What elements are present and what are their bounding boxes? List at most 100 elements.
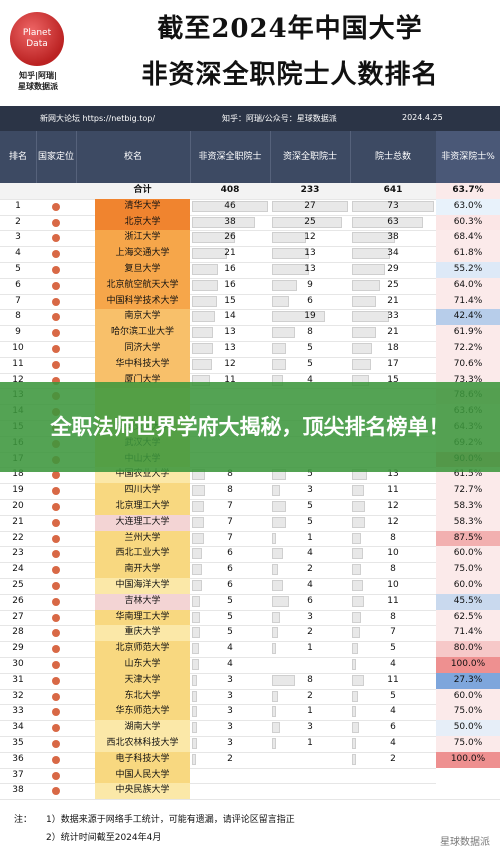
rank-cell: 8 — [15, 311, 21, 322]
senior-cell: 19 — [304, 311, 316, 322]
senior-cell: 1 — [307, 643, 313, 654]
senior-bar — [272, 532, 276, 544]
senior-bar — [272, 327, 295, 339]
total-bar — [352, 611, 361, 623]
pct-cell: 45.5% — [436, 593, 500, 610]
rank-cell: 19 — [12, 485, 24, 496]
senior-cell: 5 — [307, 343, 313, 353]
country-dot-icon — [52, 345, 60, 353]
school-cell: 清华大学 — [95, 198, 190, 215]
pct-cell: 60.0% — [436, 546, 500, 563]
senior-bar — [272, 595, 289, 607]
country-dot-icon — [52, 518, 60, 527]
senior-bar — [272, 485, 281, 497]
senior-cell: 5 — [307, 516, 313, 527]
col-school: 校名 — [76, 131, 191, 183]
total-bar — [352, 564, 361, 576]
senior-bar — [272, 358, 287, 370]
source-author: 知乎：阿瑞/公众号：星球数据派 — [222, 114, 337, 123]
total-bar — [352, 706, 357, 718]
total-senior: 233 — [300, 185, 320, 195]
table-row: 38 中央民族大学 — [0, 783, 500, 801]
table-row: 27 华南理工大学 5 3 8 62.5% — [0, 609, 500, 627]
total-cell: 10 — [387, 580, 399, 590]
total-bar — [352, 200, 434, 212]
pct-cell: 60.0% — [436, 578, 500, 594]
nonsenior-cell: 38 — [224, 216, 236, 227]
col-total: 院士总数 — [350, 131, 437, 183]
nonsenior-cell: 46 — [224, 200, 236, 211]
total-bar — [352, 358, 372, 370]
nonsenior-cell: 3 — [227, 722, 233, 733]
total-cell: 21 — [387, 295, 399, 306]
senior-cell: 8 — [307, 327, 313, 338]
pct-cell: 70.6% — [436, 356, 500, 373]
total-bar — [352, 674, 365, 686]
school-cell: 湖南大学 — [95, 720, 190, 736]
total-total: 641 — [383, 185, 403, 195]
nonsenior-cell: 12 — [224, 358, 236, 369]
school-cell: 大连理工大学 — [95, 514, 190, 531]
country-dot-icon — [52, 202, 60, 211]
senior-bar — [272, 690, 278, 702]
nonsenior-cell — [190, 768, 270, 784]
total-cell: 8 — [390, 564, 396, 575]
nonsenior-bar — [192, 485, 206, 497]
school-cell: 南京大学 — [95, 309, 190, 326]
senior-bar — [272, 248, 309, 260]
rank-cell: 20 — [12, 501, 24, 511]
total-bar — [352, 311, 390, 323]
pct-cell: 58.3% — [436, 514, 500, 531]
senior-cell: 4 — [307, 580, 313, 590]
nonsenior-bar — [192, 358, 212, 370]
table-row: 6 北京航空航天大学 16 9 25 64.0% — [0, 277, 500, 295]
nonsenior-cell: 13 — [224, 327, 236, 338]
senior-cell: 12 — [304, 232, 316, 243]
pct-cell: 72.7% — [436, 483, 500, 499]
table-row: 1 清华大学 46 27 73 63.0% — [0, 198, 500, 216]
rank-cell: 6 — [15, 279, 21, 290]
senior-bar — [272, 311, 326, 323]
country-dot-icon — [52, 724, 60, 733]
logo-text-1: Planet — [22, 28, 52, 38]
senior-cell: 3 — [307, 611, 313, 622]
senior-cell: 1 — [307, 532, 313, 543]
banner-text: 全职法师世界学府大揭秘，顶尖排名榜单！ — [50, 415, 450, 439]
table-row: 34 湖南大学 3 3 6 50.0% — [0, 720, 500, 737]
nonsenior-bar — [192, 343, 214, 354]
total-cell: 33 — [387, 311, 399, 322]
country-dot-icon — [52, 234, 60, 243]
nonsenior-cell: 7 — [227, 516, 233, 527]
total-cell — [350, 768, 436, 784]
total-bar — [352, 216, 423, 228]
table-row: 26 吉林大学 5 6 11 45.5% — [0, 593, 500, 611]
nonsenior-cell: 21 — [224, 248, 236, 259]
senior-cell: 2 — [307, 627, 313, 638]
pct-cell: 71.4% — [436, 625, 500, 642]
country-dot-icon — [52, 676, 60, 685]
table-row: 28 重庆大学 5 2 7 71.4% — [0, 625, 500, 643]
page-header: Planet Data 知乎|阿瑞| 星球数据派 截至2024年中国大学 非资深… — [0, 0, 500, 106]
pct-cell: 64.0% — [436, 277, 500, 294]
school-cell: 吉林大学 — [95, 593, 190, 610]
nonsenior-cell: 3 — [227, 706, 233, 717]
pct-cell: 62.5% — [436, 609, 500, 626]
total-cell: 13 — [387, 469, 399, 480]
nonsenior-bar — [192, 279, 219, 291]
brand-line-2: 星球数据派 — [18, 82, 58, 91]
total-cell: 73 — [387, 200, 399, 211]
senior-bar — [272, 643, 276, 655]
rank-cell: 5 — [15, 264, 21, 274]
senior-bar — [272, 674, 295, 686]
nonsenior-bar — [192, 532, 204, 544]
table-row: 23 西北工业大学 6 4 10 60.0% — [0, 546, 500, 564]
country-dot-icon — [52, 329, 60, 338]
total-bar — [352, 738, 357, 749]
senior-cell: 1 — [307, 738, 313, 748]
total-cell: 7 — [390, 627, 396, 638]
total-bar — [352, 327, 376, 339]
nonsenior-bar — [192, 674, 197, 686]
pct-cell — [436, 767, 500, 784]
nonsenior-cell: 8 — [227, 485, 233, 496]
table-row: 29 北京师范大学 4 1 5 80.0% — [0, 641, 500, 658]
